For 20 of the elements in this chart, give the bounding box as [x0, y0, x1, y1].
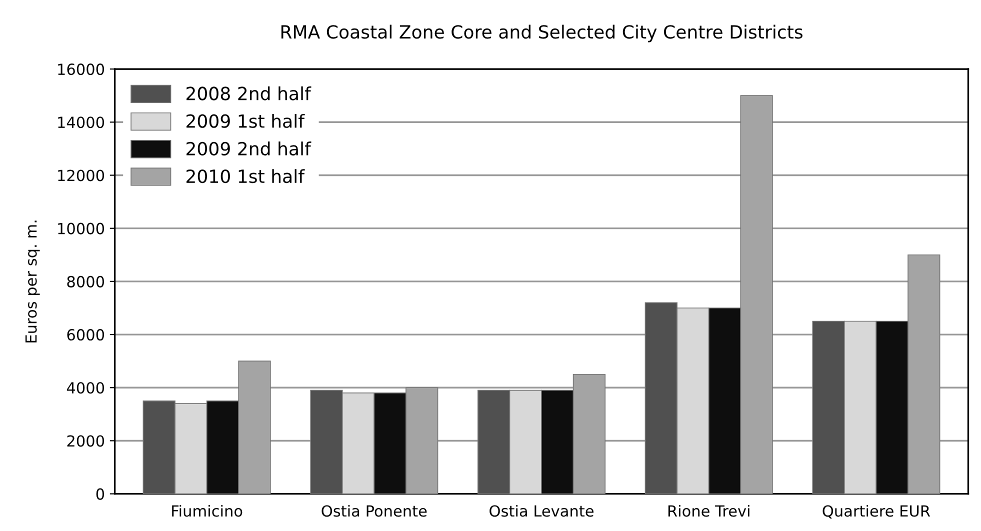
- chart-title: RMA Coastal Zone Core and Selected City Centre Districts: [281, 24, 802, 42]
- y-tick-label: 14000: [58, 116, 104, 128]
- y-tick-label: 8000: [67, 276, 104, 288]
- x-tick-label: Ostia Levante: [490, 504, 594, 517]
- y-tick-label: 4000: [66, 382, 104, 394]
- legend-label: 2010 1st half: [186, 169, 305, 184]
- legend-label: 2009 1st half: [186, 114, 305, 128]
- y-tick-label: 0: [96, 488, 104, 500]
- x-tick-label: Rione Trevi: [668, 504, 750, 517]
- y-tick-label: 10000: [58, 222, 104, 234]
- legend-label: 2008 2nd half: [186, 86, 312, 100]
- x-tick-label: Quartiere EUR: [822, 504, 930, 519]
- y-tick-label: 6000: [67, 328, 104, 341]
- y-tick-label: 16000: [58, 63, 104, 76]
- y-tick-label: 12000: [58, 170, 104, 182]
- x-tick-label: Fiumicino: [172, 504, 242, 517]
- legend-label: 2009 2nd half: [186, 142, 312, 156]
- x-tick-label: Ostia Ponente: [322, 504, 427, 517]
- y-tick-label: 2000: [67, 435, 104, 447]
- y-axis-title: Euros per sq. m.: [25, 220, 40, 342]
